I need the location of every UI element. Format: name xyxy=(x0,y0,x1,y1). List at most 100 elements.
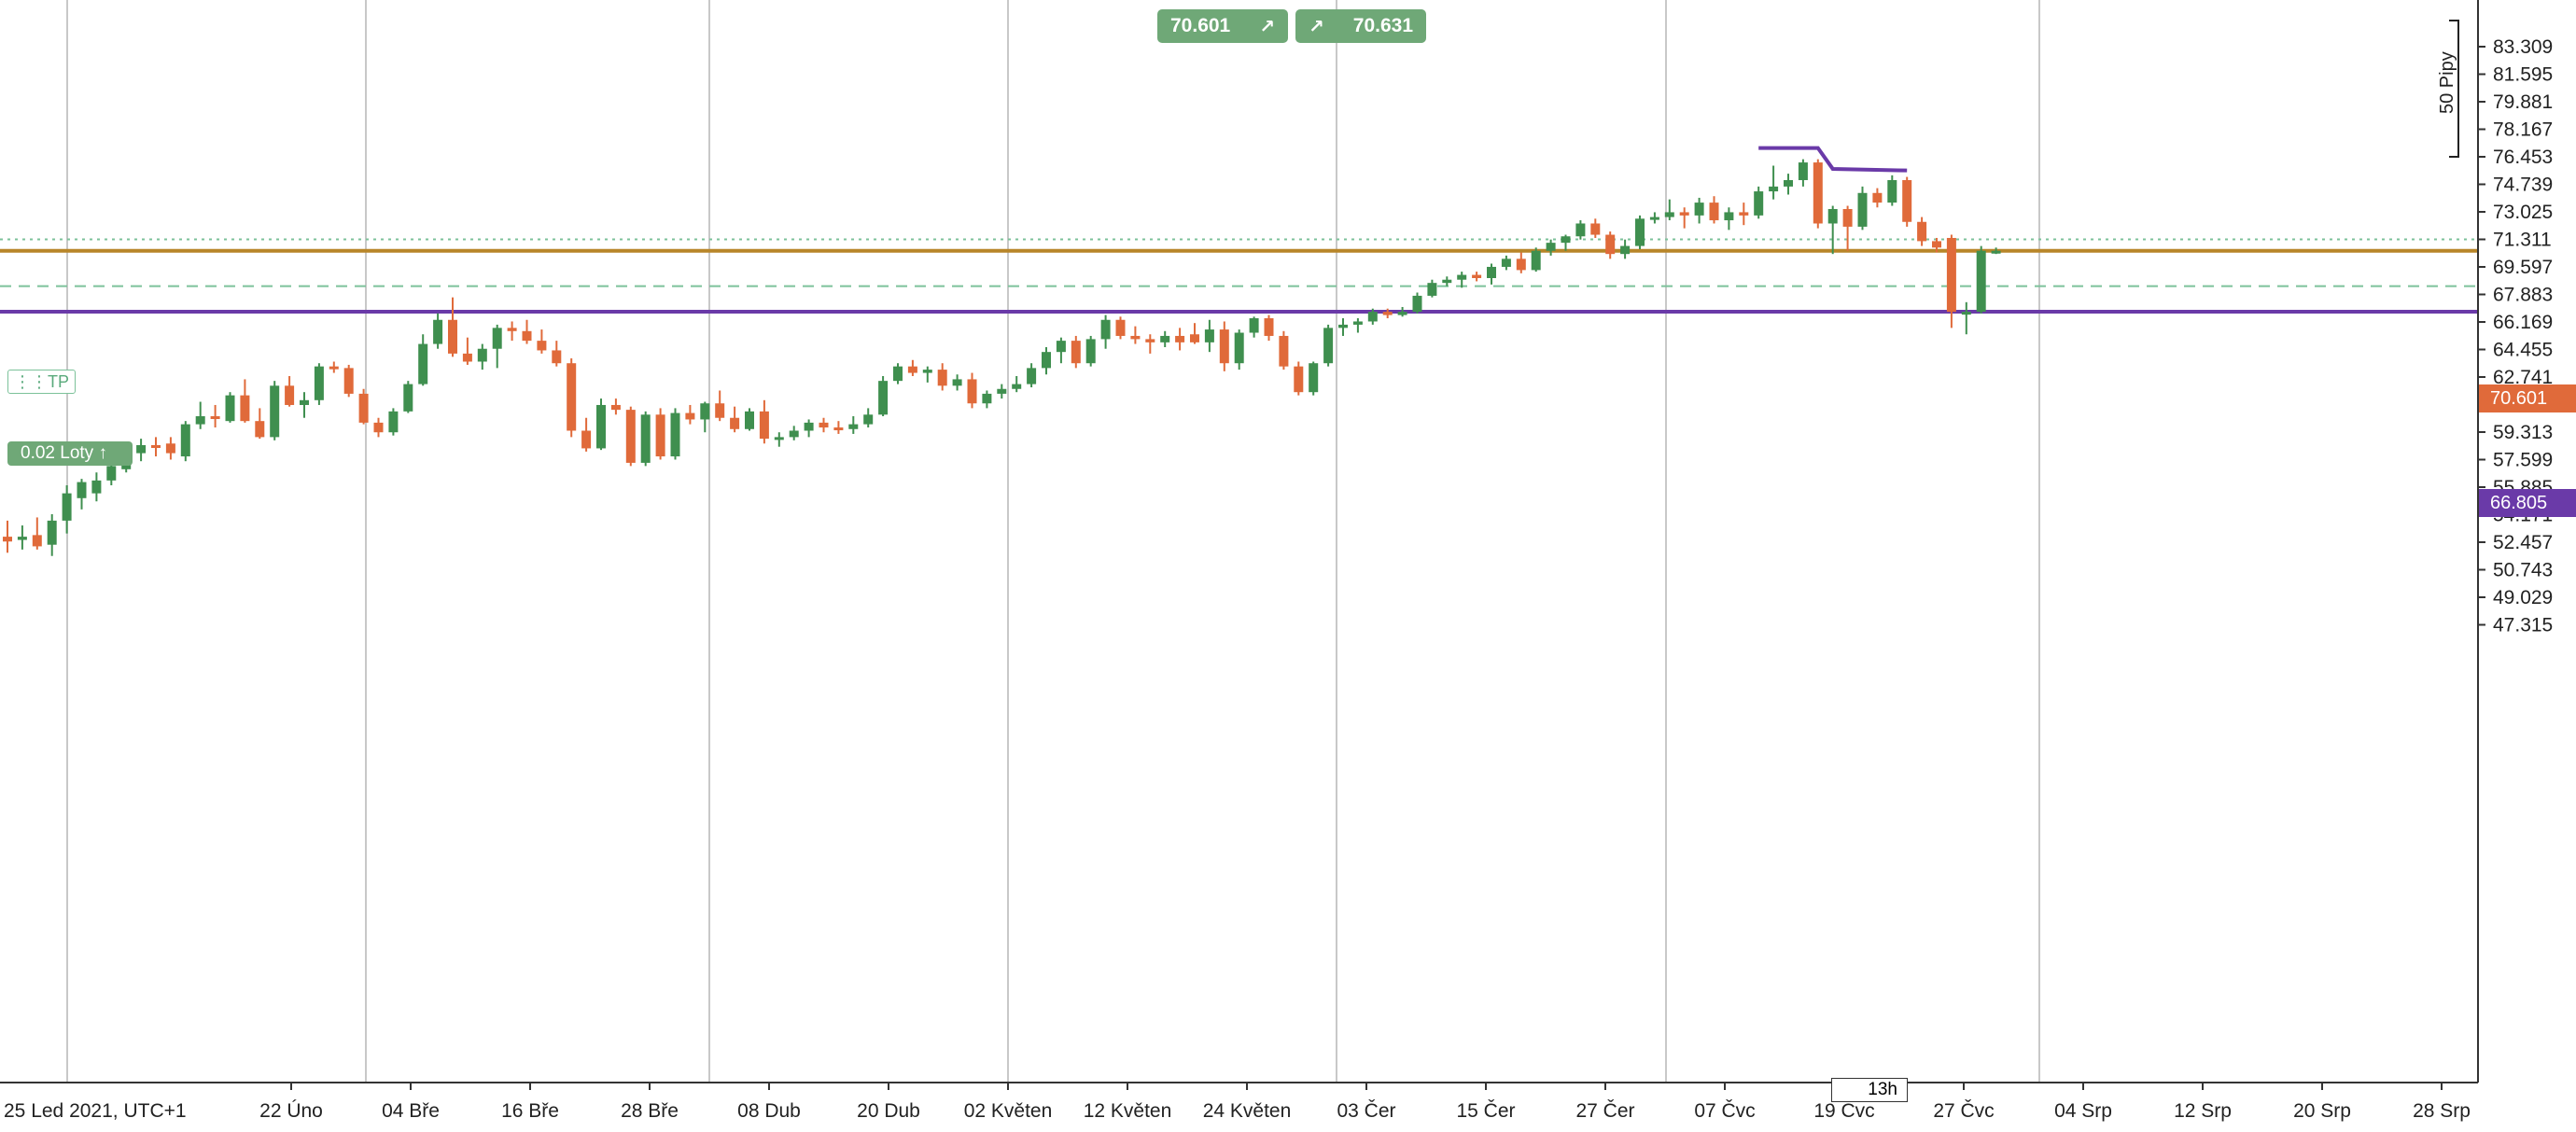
x-tick-label: 12 Květen xyxy=(1084,1100,1172,1122)
candle-body xyxy=(819,422,829,428)
candle-body xyxy=(1932,241,1941,248)
candle-body xyxy=(433,319,443,344)
candle-body xyxy=(195,416,205,425)
candle-body xyxy=(610,404,621,411)
candle-body xyxy=(1664,212,1674,217)
take-profit-badge[interactable]: ⋮⋮TP xyxy=(7,370,77,394)
x-tick-label: 20 Dub xyxy=(857,1100,920,1122)
candle-body xyxy=(937,370,947,386)
candle-body xyxy=(225,395,235,422)
candle-body xyxy=(1100,319,1111,340)
candle-body xyxy=(789,430,799,438)
y-tick-label: 66.169 xyxy=(2493,312,2553,333)
y-tick-label: 52.457 xyxy=(2493,532,2553,553)
candle-body xyxy=(745,411,754,429)
candle-body xyxy=(285,385,295,405)
candle-body xyxy=(1754,191,1764,216)
candle-body xyxy=(1249,318,1259,333)
candle-body xyxy=(1412,295,1422,313)
current-price-tag: 70.601 xyxy=(2479,384,2576,412)
candle-body xyxy=(373,422,384,433)
scale-bracket xyxy=(2449,20,2459,158)
candle-body xyxy=(922,370,932,373)
y-tick-label: 76.453 xyxy=(2493,147,2553,168)
y-tick-label: 78.167 xyxy=(2493,119,2553,141)
candle-body xyxy=(1620,245,1631,255)
candle-body xyxy=(1961,312,1971,315)
candle-body xyxy=(1501,259,1511,267)
candle-body xyxy=(774,437,784,440)
candle-body xyxy=(1352,321,1363,325)
y-tick-label: 50.743 xyxy=(2493,560,2553,581)
y-tick-label: 64.455 xyxy=(2493,340,2553,361)
x-tick-label: 04 Bře xyxy=(382,1100,440,1122)
position-lots-badge[interactable]: 0.02 Loty ↑ xyxy=(7,441,133,466)
x-tick-label: 16 Bře xyxy=(501,1100,559,1122)
x-axis-timezone-label: 25 Led 2021, UTC+1 xyxy=(4,1100,187,1122)
x-tick-label: 04 Srp xyxy=(2054,1100,2112,1122)
candle-body xyxy=(270,385,280,438)
x-tick-label: 28 Srp xyxy=(2413,1100,2471,1122)
buy-price: 70.631 xyxy=(1352,15,1413,36)
candle-body xyxy=(552,350,562,364)
candle-body xyxy=(1561,236,1571,244)
x-tick-label: 12 Srp xyxy=(2174,1100,2232,1122)
candle-body xyxy=(848,424,859,429)
candle-body xyxy=(1234,332,1244,364)
candle-body xyxy=(180,424,190,457)
level-price-tag[interactable]: 66.805 xyxy=(2479,489,2576,517)
candle-body xyxy=(522,330,532,342)
candle-body xyxy=(403,384,413,412)
candle-body xyxy=(210,416,220,420)
candle-body xyxy=(1367,312,1378,322)
candle-body xyxy=(1309,363,1319,393)
candle-body xyxy=(62,493,72,521)
candle-body xyxy=(1605,234,1616,255)
candle-body xyxy=(759,411,769,440)
candle-body xyxy=(1590,223,1601,235)
candle-body xyxy=(596,404,606,449)
indicator-path xyxy=(1758,146,1908,173)
candle-body xyxy=(1724,212,1734,221)
candle-body xyxy=(1769,186,1779,192)
candle-body xyxy=(1145,339,1155,342)
candle-body xyxy=(477,348,487,362)
candle-body xyxy=(343,368,354,394)
x-tick-label: 22 Úno xyxy=(259,1100,323,1122)
candle-body xyxy=(3,537,12,542)
candle-body xyxy=(907,366,917,373)
candle-body xyxy=(537,341,547,351)
y-tick-label: 79.881 xyxy=(2493,91,2553,113)
candle-body xyxy=(655,414,665,457)
y-tick-label: 47.315 xyxy=(2493,615,2553,636)
candle-body xyxy=(47,520,57,545)
candle-timer: 13h xyxy=(1831,1078,1908,1102)
buy-button[interactable]: ↗ 70.631 xyxy=(1295,9,1426,43)
candle-body xyxy=(1294,366,1304,393)
candle-body xyxy=(1531,250,1541,271)
candle-body xyxy=(1190,334,1199,342)
candle-body xyxy=(1279,335,1289,367)
y-tick-label: 69.597 xyxy=(2493,257,2553,278)
y-tick-label: 83.309 xyxy=(2493,36,2553,58)
candle-body xyxy=(878,381,889,415)
candle-body xyxy=(1219,329,1229,364)
candle-body xyxy=(17,537,27,540)
x-tick-label: 08 Dub xyxy=(737,1100,801,1122)
candle-body xyxy=(492,328,502,349)
candle-body xyxy=(685,412,695,420)
x-tick-label: 27 Čvc xyxy=(1933,1100,1994,1122)
candle-body xyxy=(625,410,636,463)
candle-body xyxy=(1546,243,1556,251)
tp-label: TP xyxy=(48,372,70,391)
candle-body xyxy=(1027,368,1037,384)
y-tick-label: 57.599 xyxy=(2493,450,2553,471)
candle-body xyxy=(567,363,577,431)
sell-button[interactable]: 70.601 ↗ xyxy=(1157,9,1288,43)
candle-body xyxy=(1842,208,1853,227)
candle-body xyxy=(1204,329,1214,342)
scale-label: 50 Pipy xyxy=(2437,51,2457,114)
